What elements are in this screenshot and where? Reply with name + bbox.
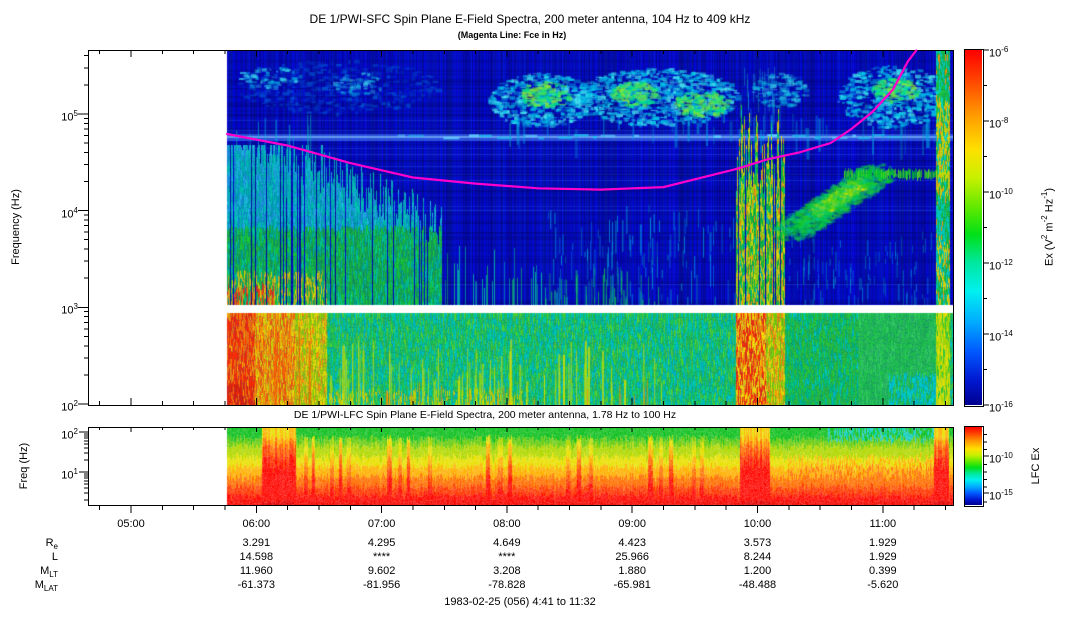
sfc-ytick-label: 104: [61, 205, 78, 221]
time-tick-label: 11:00: [869, 518, 897, 530]
sfc-colorbar-tick-label: 10-6: [989, 45, 1009, 60]
lfc-colorbar-tick-label: 10-10: [989, 451, 1013, 466]
ephemeris-value: -48.488: [738, 579, 777, 591]
sfc-ytick-label: 102: [61, 399, 78, 414]
sfc-colorbar-tick-label: 10-12: [989, 258, 1013, 273]
ephemeris-value: ****: [498, 551, 516, 563]
ephemeris-value: -61.373: [237, 579, 275, 591]
ephemeris-value: -78.828: [488, 579, 526, 591]
ephemeris-value: 14.598: [239, 551, 274, 563]
sfc-y-axis-label: Frequency (Hz): [10, 189, 22, 265]
ephemeris-value: 11.960: [239, 565, 273, 577]
time-tick-label: 06:00: [242, 518, 271, 530]
time-tick-label: 05:00: [117, 518, 145, 530]
ephemeris-row-label: MLT: [40, 565, 58, 580]
ephemeris-value: 1.929: [869, 537, 897, 549]
lfc-colorbar: [965, 427, 982, 505]
footer-time-range: 1983-02-25 (056) 4:41 to 11:32: [444, 596, 596, 608]
time-tick-label: 09:00: [618, 518, 646, 530]
ephemeris-row-label: Re: [45, 537, 58, 552]
ephemeris-value: 3.208: [493, 565, 521, 577]
ephemeris-value: -5.620: [867, 579, 899, 591]
lfc-spectrogram-canvas: [88, 427, 953, 505]
ephemeris-value: 4.423: [618, 537, 646, 549]
sfc-ytick-label: 105: [61, 108, 78, 124]
lfc-title: DE 1/PWI-LFC Spin Plane E-Field Spectra,…: [293, 409, 677, 421]
sfc-colorbar-tick-label: 10-14: [989, 329, 1013, 344]
ephemeris-value: 25.966: [615, 551, 650, 563]
sfc-spectrogram-canvas: [88, 50, 953, 405]
ephemeris-value: ****: [373, 551, 391, 563]
time-tick-label: 07:00: [367, 518, 396, 530]
sfc-subtitle: (Magenta Line: Fce in Hz): [457, 30, 567, 40]
ephemeris-value: 4.649: [493, 537, 521, 549]
sfc-colorbar: [965, 50, 982, 405]
lfc-colorbar-tick-label: 10-15: [989, 488, 1013, 503]
ephemeris-value: 1.200: [743, 565, 772, 577]
sfc-colorbar-label: Ex (V2 m-2 Hz-1): [1040, 187, 1056, 267]
sfc-colorbar-tick-label: 10-16: [989, 400, 1013, 415]
ephemeris-row-label: MLAT: [34, 579, 58, 594]
lfc-y-axis-label: Freq (Hz): [18, 442, 30, 490]
ephemeris-value: 9.602: [367, 565, 396, 577]
sfc-colorbar-tick-label: 10-8: [989, 116, 1009, 131]
sfc-colorbar-tick-label: 10-10: [989, 187, 1013, 202]
lfc-ytick-label: 101: [61, 467, 78, 482]
ephemeris-value: 8.244: [743, 551, 772, 563]
ephemeris-value: 4.295: [367, 537, 396, 549]
time-tick-label: 10:00: [743, 518, 772, 530]
ephemeris-value: -65.981: [613, 579, 651, 591]
ephemeris-value: 1.880: [618, 565, 646, 577]
ephemeris-value: 3.573: [743, 537, 772, 549]
lfc-ytick-label: 102: [61, 427, 78, 442]
ephemeris-row-label: L: [51, 551, 58, 563]
ephemeris-value: 0.399: [869, 565, 897, 577]
ephemeris-value: -81.956: [362, 579, 401, 591]
time-tick-label: 08:00: [493, 518, 521, 530]
sfc-ytick-label: 103: [61, 302, 78, 317]
ephemeris-value: 3.291: [242, 537, 271, 549]
sfc-title: DE 1/PWI-SFC Spin Plane E-Field Spectra,…: [309, 12, 751, 26]
ephemeris-value: 1.929: [869, 551, 897, 563]
lfc-colorbar-label: LFC Ex: [1030, 447, 1042, 485]
